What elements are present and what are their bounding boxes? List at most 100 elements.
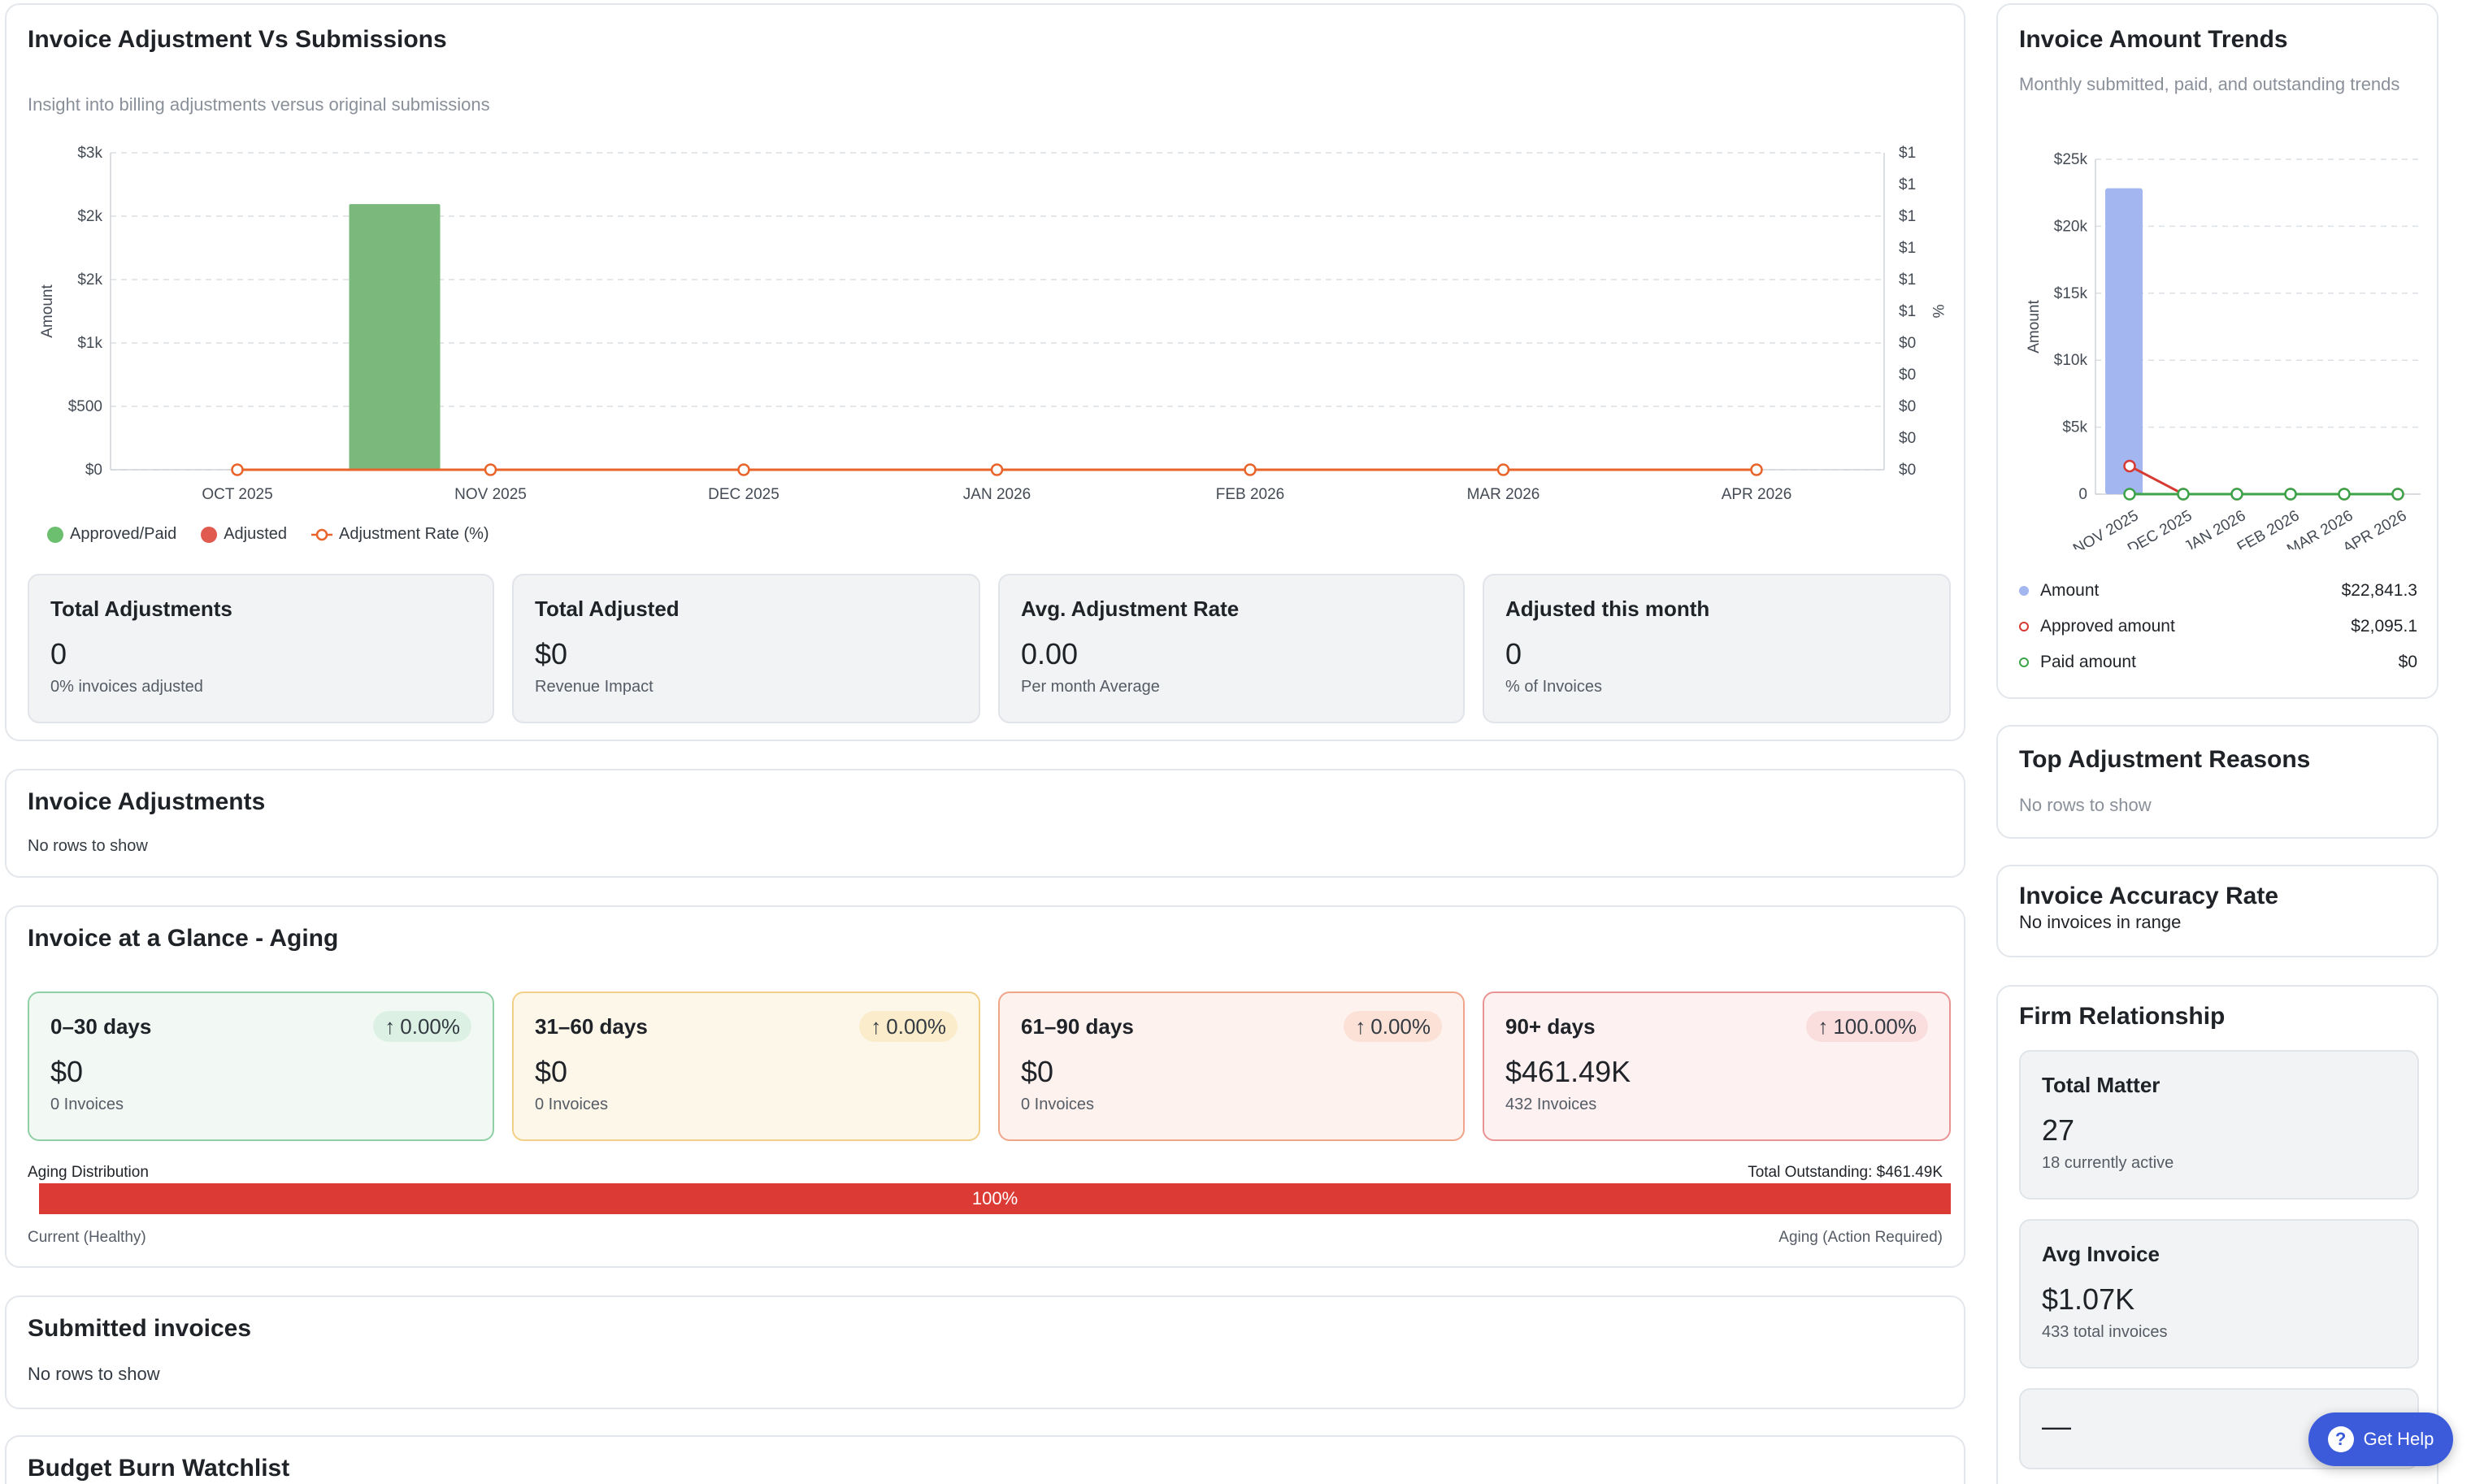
arrow-up-icon: ↑: [1355, 1014, 1366, 1039]
y-tick-label: $2k: [77, 208, 102, 225]
budget-burn-card: Budget Burn Watchlist: [5, 1435, 1965, 1484]
y-axis-title: Amount: [2026, 300, 2043, 354]
y-tick-label: $2k: [77, 271, 102, 289]
aging-distribution-bar: 100%: [39, 1183, 1951, 1214]
series-line: [2129, 465, 2398, 496]
series-point: [2123, 488, 2136, 501]
stat-adjusted-this-month: Adjusted this month 0 % of Invoices: [1483, 574, 1951, 723]
stat-label: Total Adjustments: [50, 597, 232, 621]
stat-value: —: [2042, 1409, 2071, 1443]
stat-avg-invoice: Avg Invoice $1.07K 433 total invoices: [2019, 1219, 2419, 1369]
rate-point: [990, 463, 1004, 476]
x-tick-label: OCT 2025: [202, 486, 272, 503]
legend-label: Adjusted: [224, 525, 288, 543]
change-value: 100.00%: [1833, 1014, 1917, 1039]
card-title: Invoice Adjustment Vs Submissions: [28, 26, 447, 53]
x-tick-label: DEC 2025: [708, 486, 780, 503]
change-value: 0.00%: [400, 1014, 460, 1039]
legend-adjusted[interactable]: Adjusted: [201, 525, 287, 544]
y-tick-label: $0: [85, 462, 102, 479]
question-icon: ?: [2327, 1426, 2354, 1452]
legend-rate[interactable]: Adjustment Rate (%): [311, 525, 489, 544]
legend-line-icon: [311, 528, 333, 540]
rate-point: [1244, 463, 1257, 476]
aging-bar-fill: 100%: [39, 1183, 1951, 1214]
stat-sub: Per month Average: [1021, 678, 1160, 696]
y2-tick-label: $1: [1899, 145, 1916, 162]
card-title: Invoice Accuracy Rate: [2019, 883, 2279, 909]
stat-total-adjustments: Total Adjustments 0 0% invoices adjusted: [28, 574, 494, 723]
legend-dot-icon: [201, 526, 218, 543]
invoice-amount-trends-card: Invoice Amount Trends Monthly submitted,…: [1996, 3, 2438, 699]
legend-ring-icon: [2019, 657, 2029, 667]
legend-label: Approved amount: [2040, 617, 2175, 636]
aging-distribution-label: Aging Distribution: [28, 1164, 149, 1181]
bucket-sub: 0 Invoices: [1021, 1096, 1095, 1113]
arrow-up-icon: ↑: [871, 1014, 882, 1039]
stat-sub: Revenue Impact: [535, 678, 654, 696]
y2-tick-label: $0: [1899, 430, 1916, 447]
empty-state: No rows to show: [28, 837, 148, 855]
stat-label: Adjusted this month: [1505, 597, 1710, 621]
card-title: Firm Relationship: [2019, 1003, 2226, 1030]
get-help-label: Get Help: [2363, 1429, 2434, 1449]
bucket-label: 0–30 days: [50, 1014, 152, 1039]
stat-label: Total Adjusted: [535, 597, 680, 621]
legend-value: $0: [2398, 653, 2417, 671]
y-tick-label: $10k: [2054, 352, 2088, 369]
x-tick-label: NOV 2025: [454, 486, 527, 503]
card-title: Budget Burn Watchlist: [28, 1455, 290, 1482]
legend-dot-icon: [2019, 586, 2029, 596]
y2-tick-label: $1: [1899, 176, 1916, 193]
legend-value: $22,841.3: [2341, 581, 2417, 600]
y2-tick-label: $1: [1899, 240, 1916, 257]
rate-point: [231, 463, 244, 476]
bucket-sub: 0 Invoices: [535, 1096, 609, 1113]
chart-legend: Approved/Paid Adjusted Adjustment Rate (…: [47, 525, 489, 544]
arrow-up-icon: ↑: [384, 1014, 396, 1039]
empty-state: No rows to show: [28, 1364, 160, 1384]
top-adjustment-reasons-card: Top Adjustment Reasons No rows to show: [1996, 725, 2438, 839]
series-point: [2177, 488, 2190, 501]
aging-action-caption: Aging (Action Required): [1778, 1229, 1943, 1246]
legend-dot-icon: [47, 526, 63, 543]
legend-label: Approved/Paid: [70, 525, 177, 543]
total-outstanding: Total Outstanding: $461.49K: [1748, 1164, 1943, 1181]
legend-row-approved[interactable]: Approved amount $2,095.1: [2019, 614, 2417, 639]
y2-axis-title: %: [1929, 305, 1946, 319]
legend-ring-icon: [2019, 622, 2029, 631]
aging-bucket-0-30: 0–30 days ↑ 0.00% $0 0 Invoices: [28, 992, 494, 1141]
y2-tick-label: $1: [1899, 208, 1916, 225]
empty-state: No rows to show: [2019, 795, 2152, 815]
change-badge: ↑ 0.00%: [859, 1011, 958, 1042]
legend-row-amount[interactable]: Amount $22,841.3: [2019, 579, 2417, 603]
stat-value: $0: [535, 637, 568, 670]
get-help-button[interactable]: ? Get Help: [2308, 1412, 2453, 1466]
y-tick-label: $20k: [2054, 218, 2088, 235]
legend-label: Amount: [2040, 581, 2100, 600]
y-tick-label: $5k: [2062, 419, 2087, 436]
adjustment-vs-submissions-card: Invoice Adjustment Vs Submissions Insigh…: [5, 3, 1965, 741]
series-point: [2230, 488, 2243, 501]
stat-value: 0.00: [1021, 637, 1079, 670]
submitted-invoices-card: Submitted invoices No rows to show: [5, 1295, 1965, 1409]
bucket-value: $461.49K: [1505, 1055, 1631, 1088]
invoice-accuracy-card: Invoice Accuracy Rate No invoices in ran…: [1996, 865, 2438, 957]
x-tick-label: MAR 2026: [1467, 486, 1540, 503]
x-tick-label: FEB 2026: [1216, 486, 1285, 503]
rate-point: [1750, 463, 1763, 476]
stat-label: Avg Invoice: [2042, 1242, 2160, 1266]
aging-bucket-90-plus: 90+ days ↑ 100.00% $461.49K 432 Invoices: [1483, 992, 1951, 1141]
card-title: Invoice Adjustments: [28, 788, 266, 815]
bucket-label: 31–60 days: [535, 1014, 648, 1039]
rate-point: [737, 463, 750, 476]
legend-row-paid[interactable]: Paid amount $0: [2019, 650, 2417, 675]
card-title: Invoice at a Glance - Aging: [28, 925, 339, 952]
change-badge: ↑ 0.00%: [1344, 1011, 1442, 1042]
change-badge: ↑ 0.00%: [373, 1011, 471, 1042]
y-tick-label: $1k: [77, 335, 102, 352]
legend-label: Adjustment Rate (%): [339, 525, 489, 543]
firm-relationship-card: Firm Relationship Total Matter 27 18 cur…: [1996, 985, 2438, 1484]
legend-approved[interactable]: Approved/Paid: [47, 525, 176, 544]
